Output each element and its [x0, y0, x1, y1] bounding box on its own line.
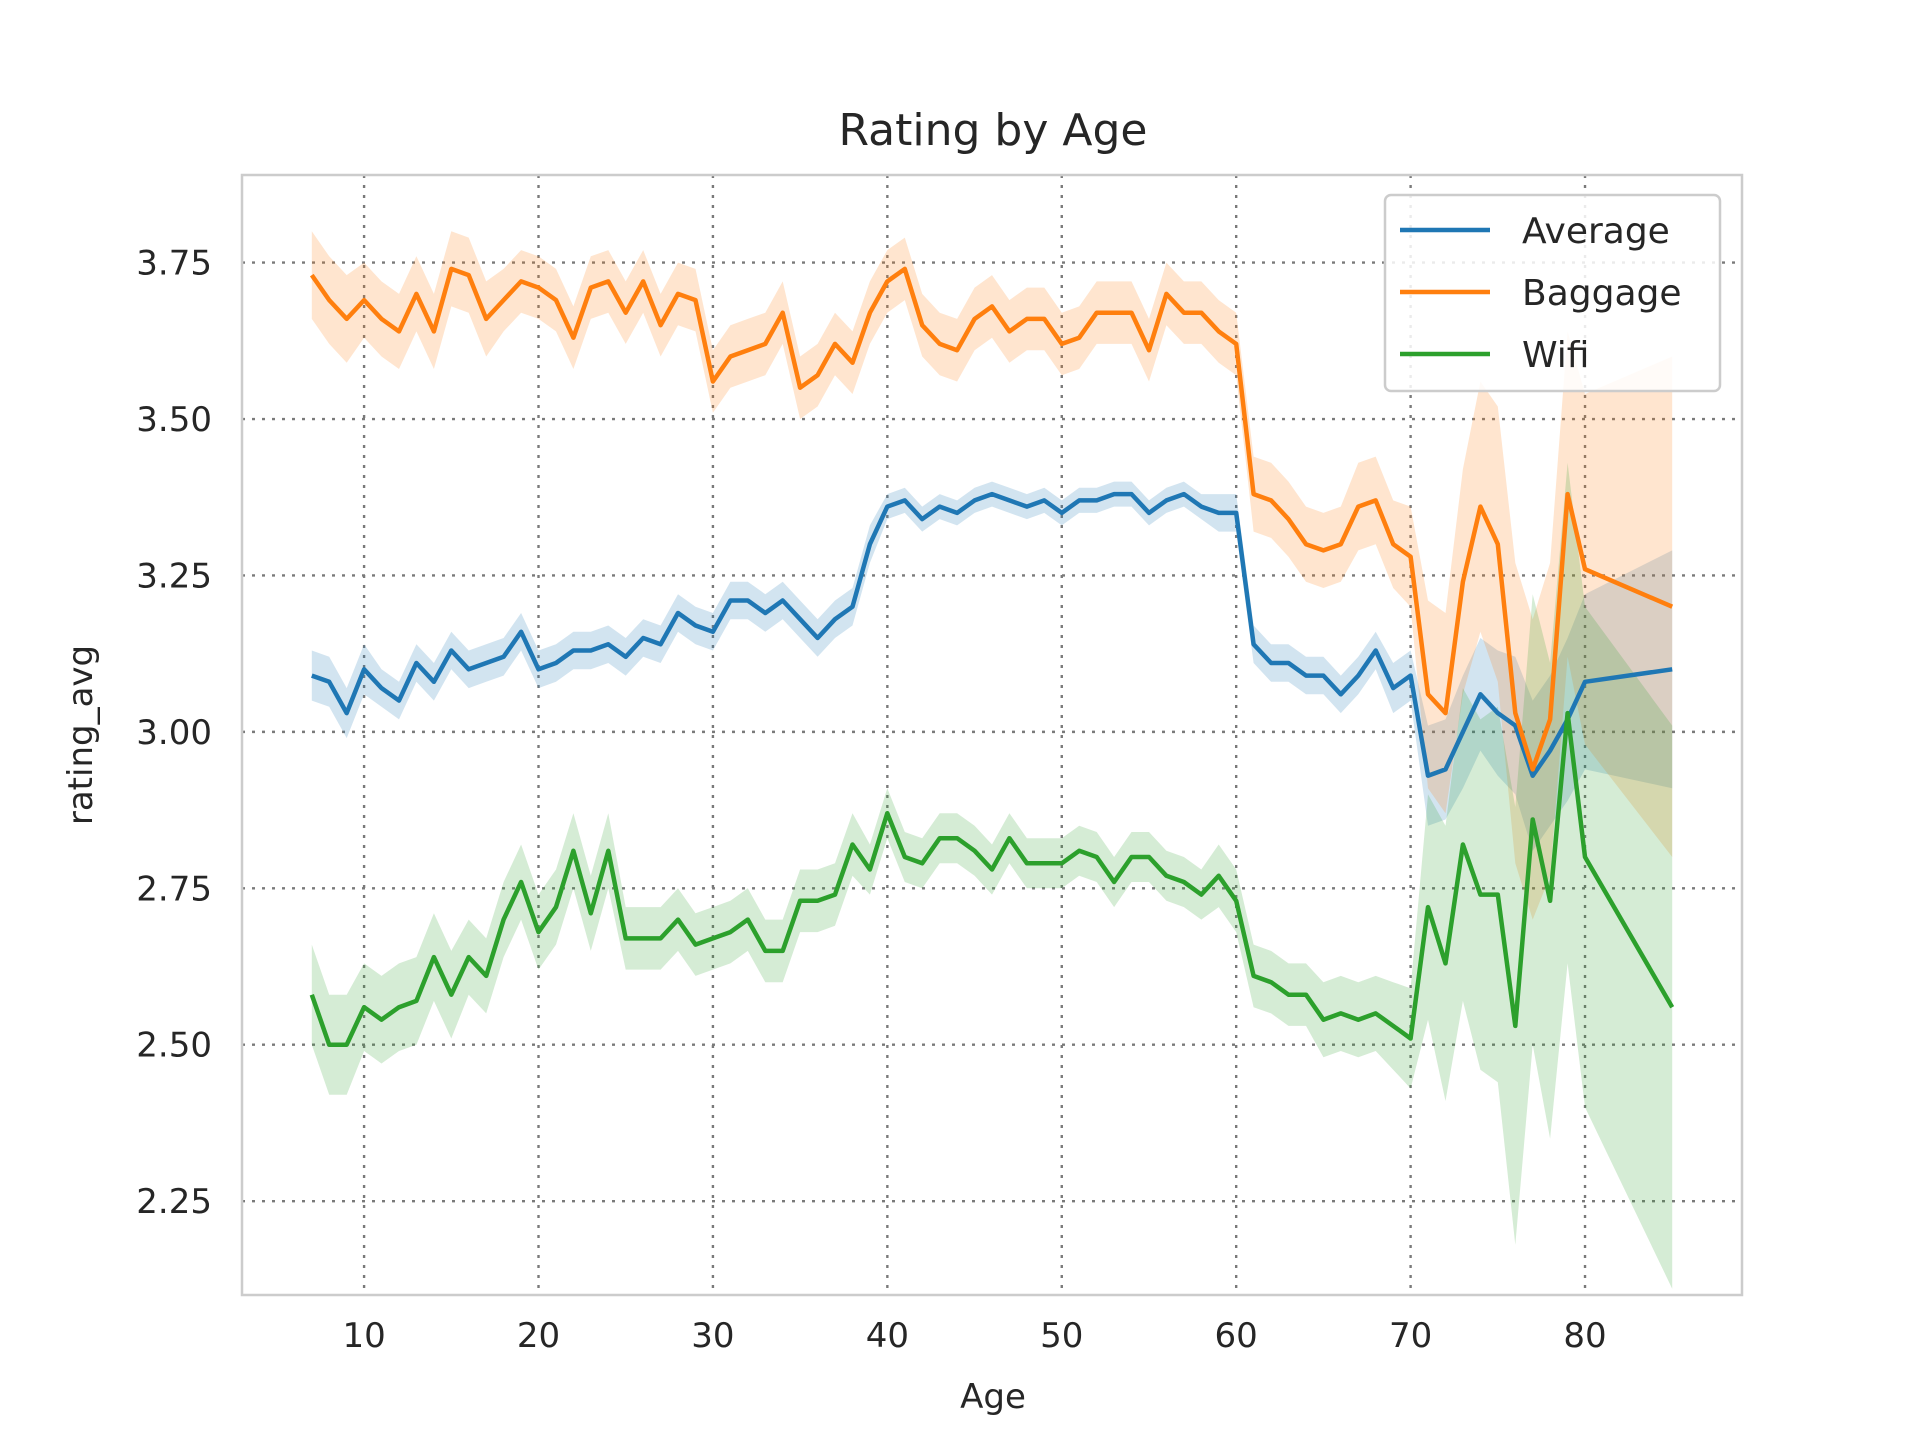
series-lines: [309, 266, 1675, 1047]
chart-title: Rating by Age: [839, 105, 1148, 156]
y-tick-label: 2.50: [136, 1026, 212, 1066]
y-tick-label: 3.00: [136, 713, 212, 753]
baggage-line: [309, 266, 1674, 772]
x-tick-label: 50: [1040, 1316, 1083, 1356]
x-tick-label: 30: [691, 1316, 734, 1356]
confidence-bands: [311, 231, 1673, 1289]
x-tick-label: 10: [342, 1316, 385, 1356]
average-confidence-band: [311, 481, 1673, 851]
x-tick-label: 70: [1389, 1316, 1432, 1356]
x-tick-label: 80: [1563, 1316, 1606, 1356]
legend-label-wifi: Wifi: [1522, 335, 1589, 376]
x-axis-ticks: 10 20 30 40 50 60 70 80: [342, 1316, 1606, 1356]
y-tick-label: 3.25: [136, 556, 212, 596]
y-axis-label: rating_avg: [61, 645, 101, 825]
y-tick-label: 3.75: [136, 244, 212, 284]
baggage-confidence-band: [311, 231, 1673, 920]
y-axis-ticks: 2.25 2.50 2.75 3.00 3.25 3.50 3.75: [136, 244, 212, 1223]
average-line: [311, 491, 1673, 778]
legend-label-average: Average: [1522, 211, 1670, 252]
plot-frame: [240, 173, 1744, 1297]
y-tick-label: 2.25: [136, 1182, 212, 1222]
x-tick-label: 20: [517, 1316, 560, 1356]
x-axis-label: Age: [960, 1377, 1026, 1417]
legend-label-baggage: Baggage: [1522, 273, 1682, 314]
wifi-confidence-band: [311, 462, 1673, 1289]
legend: Average Baggage Wifi: [1383, 193, 1722, 393]
legend-box: [1383, 193, 1722, 393]
y-tick-label: 3.50: [136, 400, 212, 440]
y-tick-label: 2.75: [136, 869, 212, 909]
x-tick-label: 60: [1215, 1316, 1258, 1356]
x-tick-label: 40: [866, 1316, 909, 1356]
wifi-line: [309, 710, 1675, 1047]
